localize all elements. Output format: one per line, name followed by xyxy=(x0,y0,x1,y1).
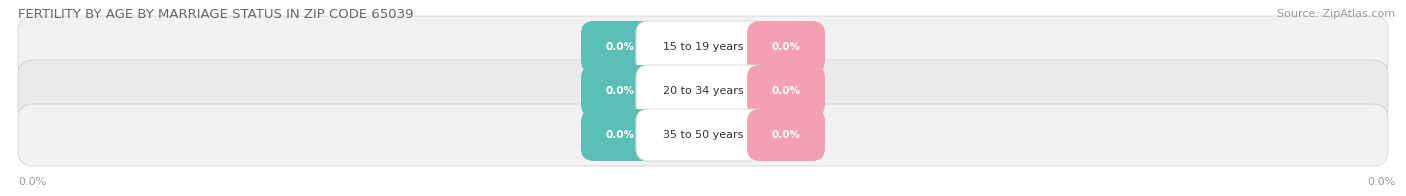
FancyBboxPatch shape xyxy=(636,21,770,73)
FancyBboxPatch shape xyxy=(636,65,770,117)
FancyBboxPatch shape xyxy=(747,65,825,117)
Text: 0.0%: 0.0% xyxy=(18,177,46,187)
FancyBboxPatch shape xyxy=(581,65,659,117)
Text: 20 to 34 years: 20 to 34 years xyxy=(662,86,744,96)
Text: 0.0%: 0.0% xyxy=(606,86,634,96)
Text: 0.0%: 0.0% xyxy=(606,42,634,52)
Text: 0.0%: 0.0% xyxy=(1367,177,1395,187)
Text: 0.0%: 0.0% xyxy=(772,86,800,96)
FancyBboxPatch shape xyxy=(636,109,770,161)
Text: Source: ZipAtlas.com: Source: ZipAtlas.com xyxy=(1277,9,1395,19)
FancyBboxPatch shape xyxy=(747,109,825,161)
FancyBboxPatch shape xyxy=(581,21,659,73)
FancyBboxPatch shape xyxy=(581,109,659,161)
FancyBboxPatch shape xyxy=(18,60,1388,122)
Text: 0.0%: 0.0% xyxy=(606,130,634,140)
FancyBboxPatch shape xyxy=(18,16,1388,78)
Text: 0.0%: 0.0% xyxy=(772,130,800,140)
FancyBboxPatch shape xyxy=(747,21,825,73)
Text: 35 to 50 years: 35 to 50 years xyxy=(662,130,744,140)
Text: 15 to 19 years: 15 to 19 years xyxy=(662,42,744,52)
Text: FERTILITY BY AGE BY MARRIAGE STATUS IN ZIP CODE 65039: FERTILITY BY AGE BY MARRIAGE STATUS IN Z… xyxy=(18,7,413,21)
Text: 0.0%: 0.0% xyxy=(772,42,800,52)
FancyBboxPatch shape xyxy=(18,104,1388,166)
